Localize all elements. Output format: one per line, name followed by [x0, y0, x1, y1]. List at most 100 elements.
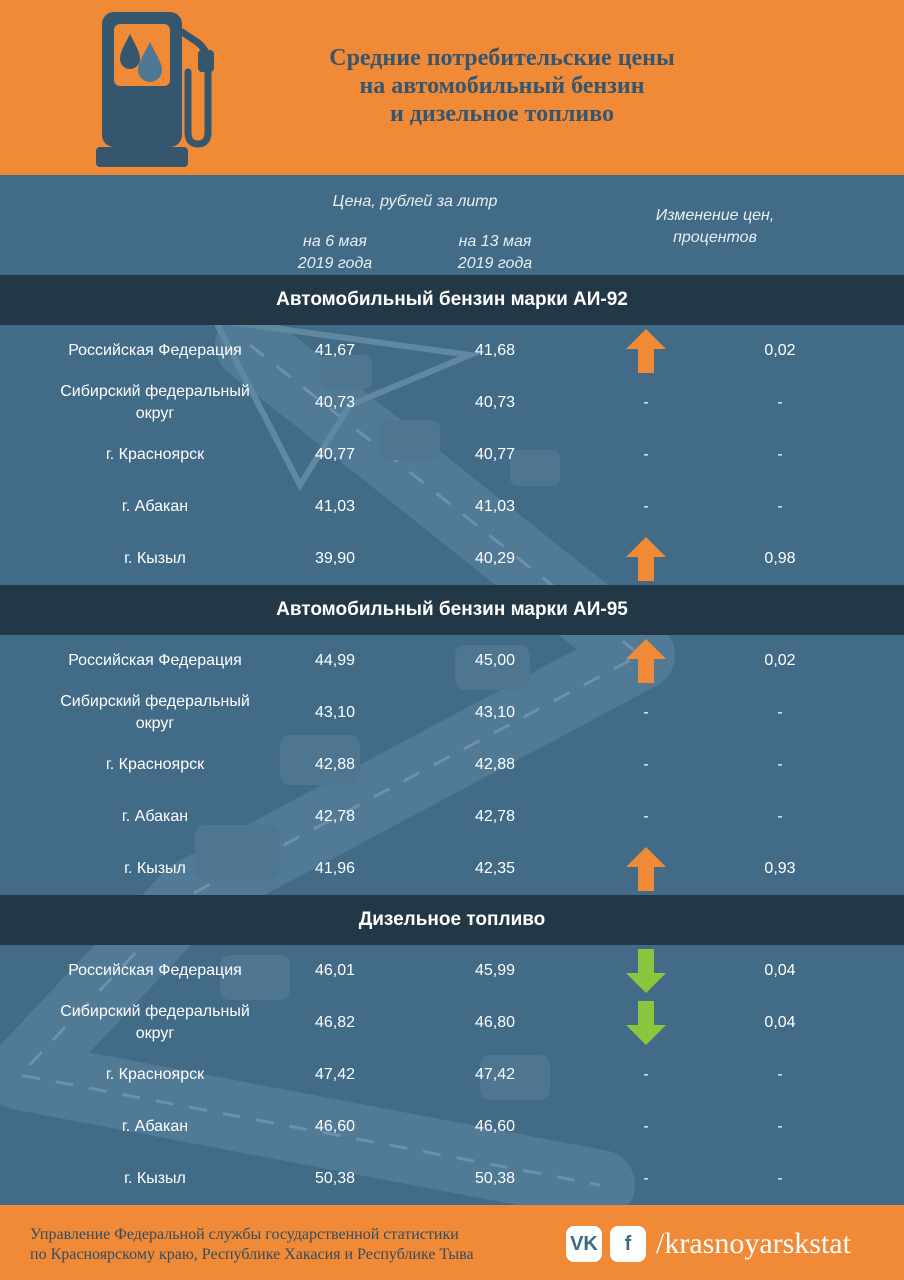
change-direction [626, 945, 666, 997]
price-may-6: 41,03 [314, 498, 356, 515]
price-may-6: 50,38 [314, 1170, 356, 1187]
table-row: г. Красноярск 47,42 47,42 - - [0, 1049, 904, 1101]
change-direction: - [643, 498, 649, 515]
change-percent: - [777, 808, 783, 825]
change-percent: 0,02 [764, 342, 796, 359]
region-name: Российская Федерация [68, 342, 242, 359]
price-may-13: 41,03 [474, 498, 516, 515]
table-row: г. Абакан 42,78 42,78 - - [0, 791, 904, 843]
change-percent: 0,93 [764, 860, 796, 877]
region-name: Российская Федерация [68, 652, 242, 669]
price-may-13: 46,80 [474, 1014, 516, 1031]
price-may-13: 42,88 [474, 756, 516, 773]
region-name: Российская Федерация [68, 962, 242, 979]
change-percent: 0,02 [764, 652, 796, 669]
change-direction: - [643, 808, 649, 825]
change-direction: - [643, 1118, 649, 1135]
section-title: Автомобильный бензин марки АИ-95 [0, 585, 904, 635]
arrow-up-icon [626, 329, 666, 373]
table-row: Сибирский федеральный округ 46,82 46,80 0,0… [0, 997, 904, 1049]
price-may-6: 42,88 [314, 756, 356, 773]
region-name: г. Кызыл [124, 1170, 186, 1187]
table-row: г. Красноярск 42,88 42,88 - - [0, 739, 904, 791]
change-percent: 0,98 [764, 550, 796, 567]
table-row: Российская Федерация 44,99 45,00 0,02 [0, 635, 904, 687]
price-may-13: 41,68 [474, 342, 516, 359]
price-may-13: 50,38 [474, 1170, 516, 1187]
table-row: г. Красноярск 40,77 40,77 - - [0, 429, 904, 481]
price-column-header: Цена, рублей за литр [332, 193, 498, 210]
change-percent: 0,04 [764, 1014, 796, 1031]
region-name: г. Абакан [121, 808, 189, 825]
price-may-13: 40,29 [474, 550, 516, 567]
social-handle[interactable]: /krasnoyarskstat [656, 1227, 851, 1260]
date2-column-header: на 13 мая 2019 года [457, 233, 533, 272]
change-percent: - [777, 498, 783, 515]
price-may-6: 42,78 [314, 808, 356, 825]
price-may-13: 47,42 [474, 1066, 516, 1083]
table-row: г. Кызыл 41,96 42,35 0,93 [0, 843, 904, 895]
change-percent: - [777, 1170, 783, 1187]
price-may-6: 41,67 [314, 342, 356, 359]
change-percent: - [777, 756, 783, 773]
table-area: Цена, рублей за литр на 6 мая 2019 года … [0, 175, 904, 1205]
table-row: Сибирский федеральный округ 40,73 40,73 - - [0, 377, 904, 429]
change-direction [626, 997, 666, 1049]
region-name: г. Абакан [121, 498, 189, 515]
region-name: Сибирский федеральный округ [60, 383, 250, 422]
price-may-6: 39,90 [314, 550, 356, 567]
price-may-6: 47,42 [314, 1066, 356, 1083]
vk-icon[interactable]: VK [566, 1226, 602, 1262]
change-percent: - [777, 704, 783, 721]
region-name: г. Кызыл [124, 550, 186, 567]
region-name: г. Абакан [121, 1118, 189, 1135]
table-row: г. Абакан 41,03 41,03 - - [0, 481, 904, 533]
change-direction [626, 843, 666, 895]
change-direction: - [643, 756, 649, 773]
change-direction [626, 533, 666, 585]
section-title: Автомобильный бензин марки АИ-92 [0, 275, 904, 325]
price-may-13: 46,60 [474, 1118, 516, 1135]
region-name: Сибирский федеральный округ [60, 693, 250, 732]
header: Средние потребительские цены на автомоби… [0, 0, 904, 175]
arrow-down-icon [626, 1001, 666, 1045]
facebook-icon[interactable]: f [610, 1226, 646, 1262]
social-links: VK f /krasnoyarskstat [566, 1226, 851, 1262]
change-direction: - [643, 704, 649, 721]
arrow-up-icon [626, 847, 666, 891]
table-row: г. Абакан 46,60 46,60 - - [0, 1101, 904, 1153]
price-may-13: 40,77 [474, 446, 516, 463]
price-may-6: 43,10 [314, 704, 356, 721]
change-percent: - [777, 1066, 783, 1083]
table-row: г. Кызыл 50,38 50,38 - - [0, 1153, 904, 1205]
change-percent: - [777, 394, 783, 411]
arrow-up-icon [626, 537, 666, 581]
price-may-13: 42,78 [474, 808, 516, 825]
footer-organization: Управление Федеральной службы государств… [30, 1226, 474, 1263]
region-name: г. Кызыл [124, 860, 186, 877]
page-title: Средние потребительские цены на автомоби… [329, 45, 675, 127]
change-direction: - [643, 1170, 649, 1187]
price-may-6: 40,73 [314, 394, 356, 411]
region-name: г. Красноярск [105, 446, 205, 463]
price-may-13: 42,35 [474, 860, 516, 877]
change-direction [626, 325, 666, 377]
change-percent: - [777, 446, 783, 463]
change-percent: - [777, 1118, 783, 1135]
section-title: Дизельное топливо [0, 895, 904, 945]
change-direction: - [643, 446, 649, 463]
price-may-6: 46,60 [314, 1118, 356, 1135]
region-name: Сибирский федеральный округ [60, 1003, 250, 1042]
price-may-6: 44,99 [314, 652, 356, 669]
change-percent: 0,04 [764, 962, 796, 979]
fuel-pump-icon [96, 12, 214, 167]
date1-column-header: на 6 мая 2019 года [297, 233, 373, 272]
table-row: г. Кызыл 39,90 40,29 0,98 [0, 533, 904, 585]
price-may-6: 41,96 [314, 860, 356, 877]
price-may-13: 43,10 [474, 704, 516, 721]
arrow-up-icon [626, 639, 666, 683]
table-row: Сибирский федеральный округ 43,10 43,10 - - [0, 687, 904, 739]
change-column-header: Изменение цен, процентов [655, 207, 775, 246]
price-may-6: 40,77 [314, 446, 356, 463]
